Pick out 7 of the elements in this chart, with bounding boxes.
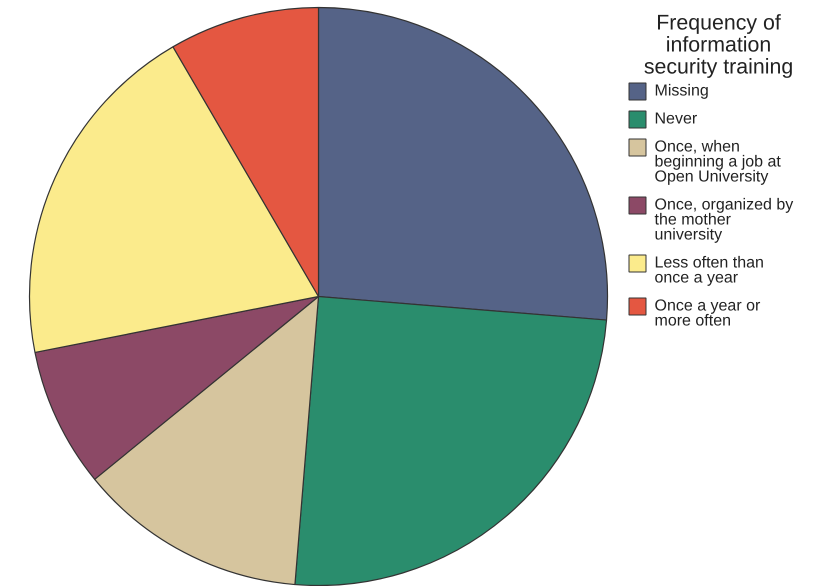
legend-label: Once, organized by the mother university xyxy=(654,196,794,244)
legend-title: Frequency of information security training xyxy=(644,10,794,78)
legend-label: Once a year or more often xyxy=(654,298,761,330)
legend-label: Once, when beginning a job at Open University xyxy=(654,138,782,186)
legend-label: Never xyxy=(654,110,698,128)
legend-label: Less often than once a year xyxy=(654,254,764,286)
legend-label: Missing xyxy=(654,82,709,100)
